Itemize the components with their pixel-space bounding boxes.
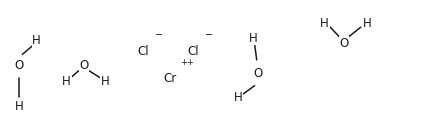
Text: O: O (79, 59, 89, 72)
Text: Cl: Cl (187, 45, 199, 58)
Text: O: O (15, 59, 24, 72)
Text: H: H (249, 32, 258, 45)
Text: H: H (362, 17, 371, 30)
Text: H: H (32, 34, 41, 47)
Text: H: H (233, 91, 242, 104)
Text: H: H (15, 100, 24, 113)
Text: −: − (155, 30, 163, 40)
Text: −: − (205, 30, 213, 40)
Text: H: H (62, 75, 71, 88)
Text: Cl: Cl (138, 45, 149, 58)
Text: O: O (339, 37, 349, 50)
Text: H: H (101, 75, 110, 88)
Text: Cr: Cr (163, 72, 176, 85)
Text: H: H (320, 17, 329, 30)
Text: ++: ++ (180, 58, 194, 67)
Text: O: O (253, 67, 263, 80)
